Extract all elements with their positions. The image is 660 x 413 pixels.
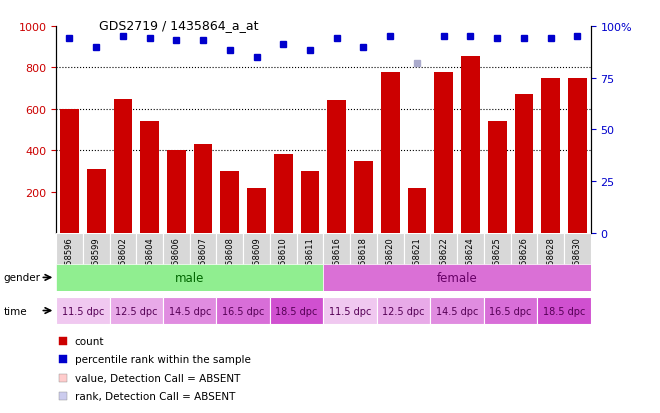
Bar (408, 189, 426, 233)
Text: female: female (437, 271, 477, 284)
Text: GSM158624: GSM158624 (466, 236, 475, 287)
Text: 14.5 dpc: 14.5 dpc (436, 306, 478, 316)
Bar (537, 297, 591, 324)
Text: rank, Detection Call = ABSENT: rank, Detection Call = ABSENT (75, 391, 235, 401)
Bar (220, 171, 239, 233)
Text: 16.5 dpc: 16.5 dpc (222, 306, 265, 316)
Bar (83, 233, 110, 271)
Text: 11.5 dpc: 11.5 dpc (61, 306, 104, 316)
Bar (461, 57, 480, 233)
Bar (430, 297, 484, 324)
Text: GSM158609: GSM158609 (252, 236, 261, 287)
Bar (484, 233, 511, 271)
Text: gender: gender (3, 273, 40, 283)
Bar (457, 233, 484, 271)
Text: 11.5 dpc: 11.5 dpc (329, 306, 372, 316)
Text: GSM158621: GSM158621 (412, 236, 422, 287)
Text: GSM158607: GSM158607 (199, 236, 208, 287)
Bar (434, 73, 453, 233)
Text: 18.5 dpc: 18.5 dpc (275, 306, 318, 316)
Bar (56, 264, 323, 291)
Bar (537, 233, 564, 271)
Bar (56, 233, 83, 271)
Bar (87, 169, 106, 233)
Bar (114, 100, 132, 233)
Text: GSM158628: GSM158628 (546, 236, 555, 287)
Bar (327, 101, 346, 233)
Bar (110, 233, 137, 271)
Text: GSM158626: GSM158626 (519, 236, 529, 287)
Bar (137, 233, 163, 271)
Bar (404, 233, 430, 271)
Bar (190, 233, 216, 271)
Bar (163, 297, 216, 324)
Bar (377, 233, 404, 271)
Bar (381, 73, 399, 233)
Bar (568, 78, 587, 233)
Bar (323, 233, 350, 271)
Text: GSM158616: GSM158616 (332, 236, 341, 287)
Bar (110, 297, 163, 324)
Bar (194, 145, 213, 233)
Text: 12.5 dpc: 12.5 dpc (382, 306, 425, 316)
Text: 12.5 dpc: 12.5 dpc (115, 306, 158, 316)
Text: male: male (175, 271, 205, 284)
Text: 18.5 dpc: 18.5 dpc (543, 306, 585, 316)
Bar (167, 151, 185, 233)
Bar (323, 297, 377, 324)
Text: GSM158630: GSM158630 (573, 236, 582, 287)
Text: GSM158611: GSM158611 (306, 236, 315, 287)
Bar (323, 264, 591, 291)
Bar (56, 297, 110, 324)
Bar (163, 233, 190, 271)
Text: GSM158604: GSM158604 (145, 236, 154, 287)
Bar (350, 233, 377, 271)
Text: GSM158602: GSM158602 (118, 236, 127, 287)
Text: GSM158606: GSM158606 (172, 236, 181, 287)
Bar (248, 189, 266, 233)
Text: value, Detection Call = ABSENT: value, Detection Call = ABSENT (75, 373, 240, 382)
Text: percentile rank within the sample: percentile rank within the sample (75, 355, 250, 365)
Bar (488, 122, 506, 233)
Text: GSM158608: GSM158608 (225, 236, 234, 287)
Text: count: count (75, 337, 104, 347)
Bar (60, 109, 79, 233)
Text: GSM158610: GSM158610 (279, 236, 288, 287)
Bar (377, 297, 430, 324)
Text: GSM158596: GSM158596 (65, 236, 74, 287)
Text: GSM158625: GSM158625 (492, 236, 502, 287)
Bar (244, 233, 270, 271)
Text: GSM158622: GSM158622 (439, 236, 448, 287)
Text: 16.5 dpc: 16.5 dpc (489, 306, 532, 316)
Bar (141, 122, 159, 233)
Bar (541, 78, 560, 233)
Bar (270, 233, 297, 271)
Text: GSM158599: GSM158599 (92, 236, 101, 287)
Bar (274, 155, 292, 233)
Bar (216, 297, 270, 324)
Text: GDS2719 / 1435864_a_at: GDS2719 / 1435864_a_at (99, 19, 259, 31)
Bar (515, 95, 533, 233)
Text: GSM158620: GSM158620 (385, 236, 395, 287)
Bar (301, 171, 319, 233)
Text: time: time (3, 306, 27, 316)
Bar (564, 233, 591, 271)
Bar (297, 233, 323, 271)
Text: GSM158618: GSM158618 (359, 236, 368, 287)
Bar (511, 233, 537, 271)
Bar (270, 297, 323, 324)
Bar (430, 233, 457, 271)
Bar (216, 233, 244, 271)
Bar (484, 297, 537, 324)
Text: 14.5 dpc: 14.5 dpc (168, 306, 211, 316)
Bar (354, 162, 373, 233)
